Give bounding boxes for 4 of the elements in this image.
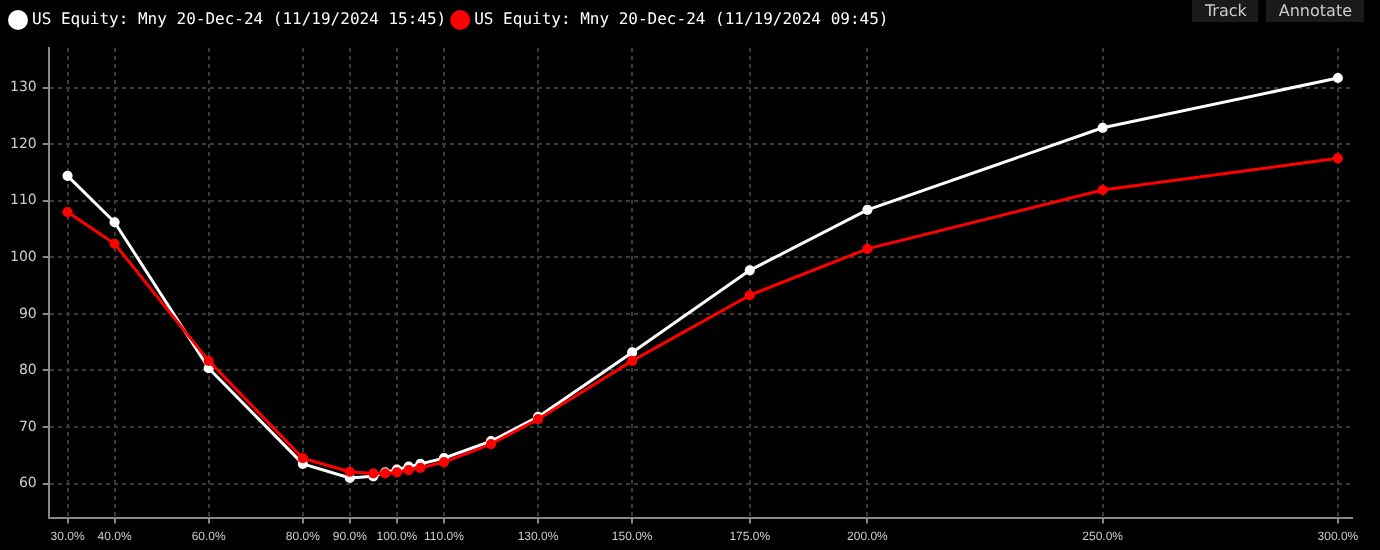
text: Track: [1192, 0, 1259, 22]
legend-label: US Equity: Mny 20-Dec-24 (11/19/2024 15:45): [32, 10, 447, 29]
text: Annotate: [1266, 0, 1364, 22]
legend-label: US Equity: Mny 20-Dec-24 (11/19/2024 09:45): [474, 10, 889, 29]
